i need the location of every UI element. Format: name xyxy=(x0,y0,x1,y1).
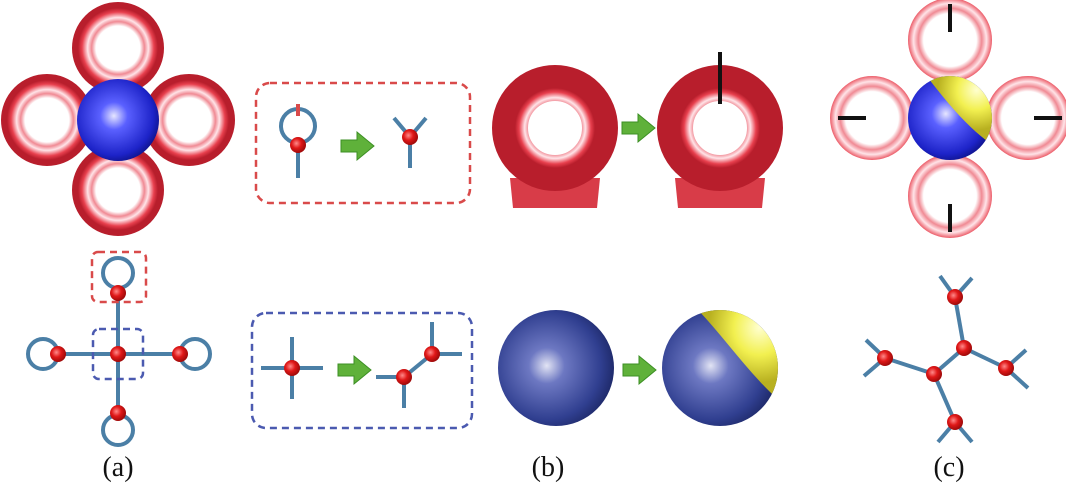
panel-b xyxy=(250,52,783,430)
caption-a: (a) xyxy=(102,452,134,483)
blue-dashed-box xyxy=(91,327,145,381)
arrow-icon xyxy=(621,112,656,144)
arrow-icon xyxy=(337,354,372,386)
panel-c-graph xyxy=(862,274,1030,444)
torus-right xyxy=(143,74,235,166)
graph-node xyxy=(284,360,300,376)
graph-node xyxy=(877,350,893,366)
panel-c-torus-sphere-model xyxy=(829,0,1066,239)
caption-c: (c) xyxy=(933,452,965,483)
torus-top xyxy=(72,2,164,94)
graph-node xyxy=(110,346,126,362)
torus-left xyxy=(1,74,93,166)
central-sphere xyxy=(77,79,159,161)
graph-node xyxy=(998,360,1014,376)
caption-b: (b) xyxy=(531,452,565,483)
torus-before xyxy=(492,65,618,208)
panel-a-graph xyxy=(26,250,212,447)
sphere-after xyxy=(662,310,778,426)
torus-after xyxy=(657,52,783,208)
graph-node xyxy=(50,346,66,362)
graph-node xyxy=(947,289,963,305)
panel-a-torus-sphere-model xyxy=(1,2,235,236)
panel-c xyxy=(829,0,1066,444)
graph-node xyxy=(424,346,440,362)
red-dashed-box xyxy=(90,250,148,304)
graph-node xyxy=(110,405,126,421)
graph-edge xyxy=(932,373,957,423)
graph-node xyxy=(402,129,418,145)
sphere-before xyxy=(498,310,614,426)
panel-a xyxy=(1,2,235,447)
graph-edge xyxy=(884,356,935,376)
torus-bottom xyxy=(72,144,164,236)
graph-node xyxy=(290,137,306,153)
graph-node xyxy=(396,369,412,385)
graph-node xyxy=(947,414,963,430)
loop-cut-diagram xyxy=(254,81,472,205)
graph-edge xyxy=(953,296,966,349)
graph-node xyxy=(956,340,972,356)
yellow-cap xyxy=(922,76,992,150)
graph-node xyxy=(172,346,188,362)
arrow-icon xyxy=(340,130,375,162)
arrow-icon xyxy=(622,354,657,386)
torus-cut-diagram xyxy=(492,52,783,208)
graph-loop xyxy=(101,256,135,290)
node-split-diagram xyxy=(250,311,474,430)
sphere-split-diagram xyxy=(498,310,778,426)
graph-node xyxy=(110,285,126,301)
graph-node xyxy=(926,366,942,382)
red-dashed-frame xyxy=(254,81,472,205)
blue-dashed-frame xyxy=(250,311,474,430)
